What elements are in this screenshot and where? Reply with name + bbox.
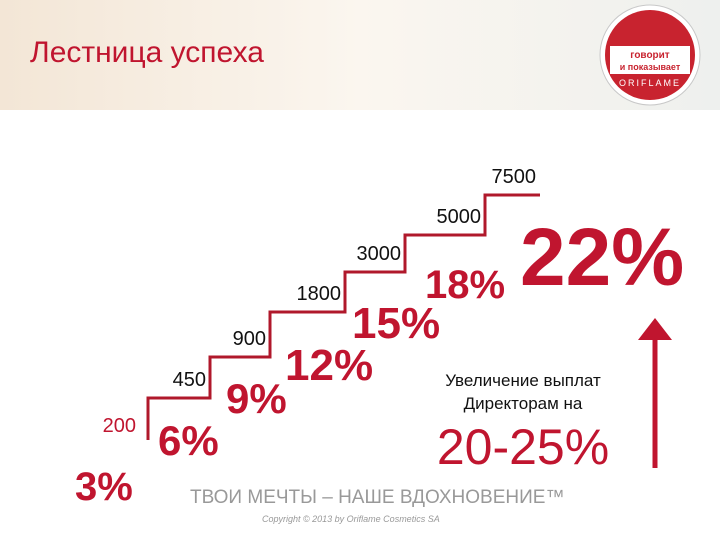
step-threshold: 200 [103, 415, 136, 437]
logo-brand: ORIFLAME [619, 78, 681, 88]
note-text: Директорам на [464, 394, 583, 413]
note-range: 20-25% [437, 419, 609, 475]
stair-line [146, 193, 540, 440]
step-percent: 9% [226, 375, 287, 422]
step-threshold: 450 [173, 369, 206, 391]
step-threshold: 7500 [492, 166, 537, 188]
slide-title: Лестница успеха [30, 36, 264, 69]
staircase: 200 3% 450 6% 900 9% 1800 12% 3000 15% 5000 18% 7500… [75, 166, 685, 510]
step-percent: 18% [425, 263, 505, 307]
logo-line: говорит [630, 50, 670, 61]
step-percent: 3% [75, 465, 133, 509]
step-threshold: 5000 [437, 206, 482, 228]
step-threshold: 1800 [297, 283, 342, 305]
step-percent: 6% [158, 417, 219, 464]
growth-arrowhead [638, 318, 672, 340]
logo-plate [610, 46, 690, 74]
step-percent: 15% [352, 299, 440, 348]
logo-line: и показывает [620, 62, 681, 72]
copyright: Copyright © 2013 by Oriflame Cosmetics S… [262, 514, 440, 524]
note-text: Увеличение выплат [445, 371, 601, 390]
step-threshold: 3000 [357, 243, 402, 265]
slogan: ТВОИ МЕЧТЫ – НАШЕ ВДОХНОВЕНИЕ™ [190, 487, 564, 508]
step-percent: 12% [285, 341, 373, 390]
step-threshold: 900 [233, 328, 266, 350]
logo: говорит и показывает ORIFLAME [599, 4, 701, 106]
step-percent: 22% [520, 212, 684, 303]
